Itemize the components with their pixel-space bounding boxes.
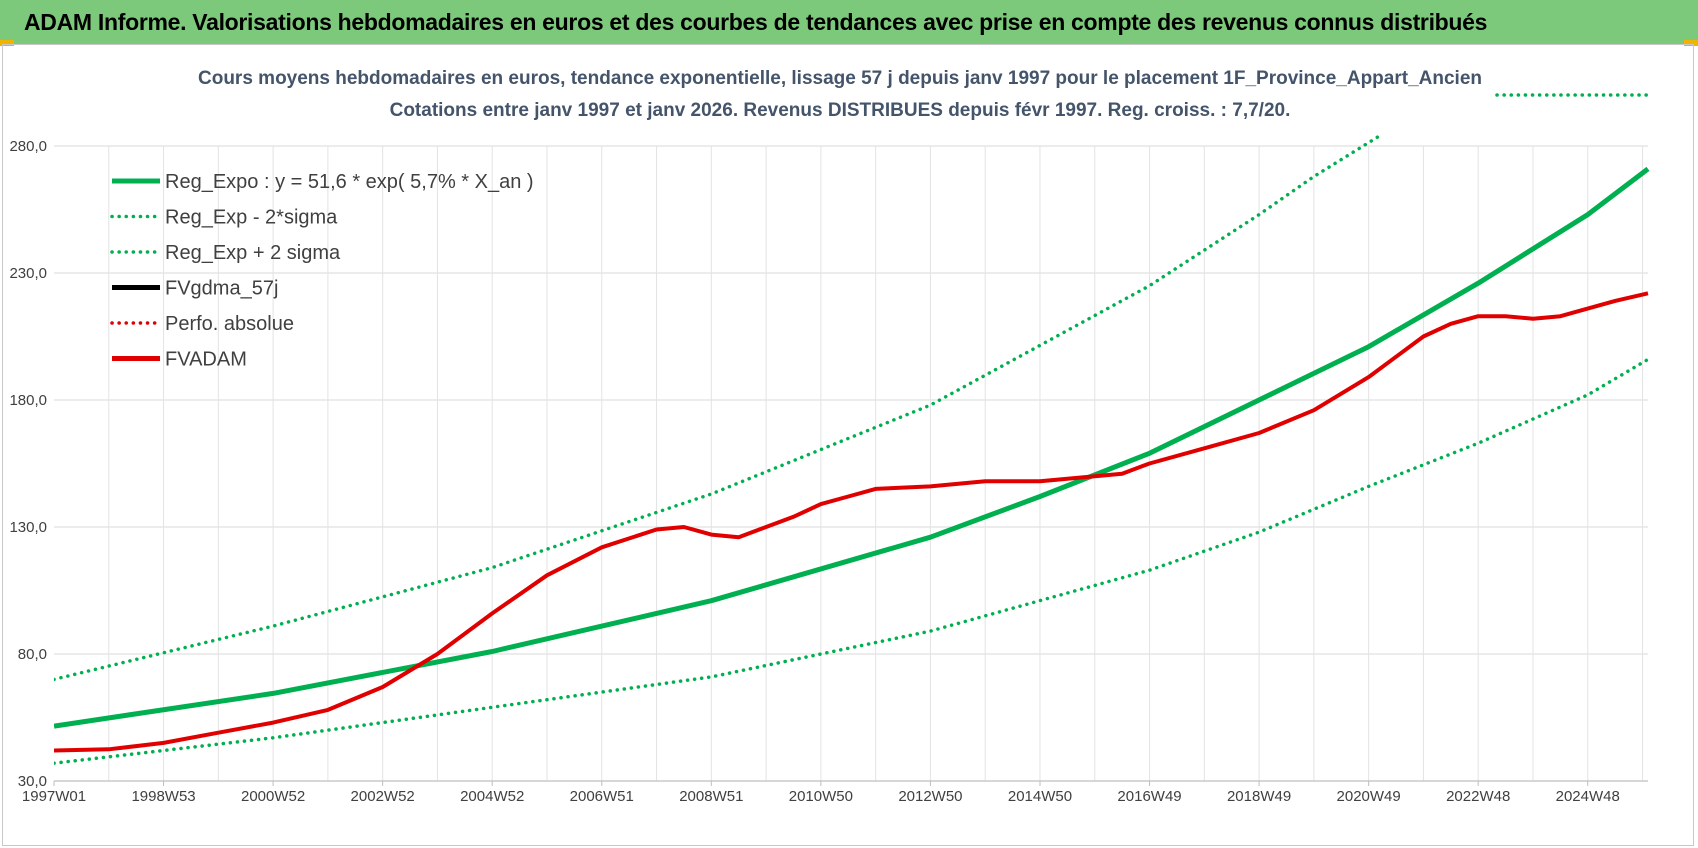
corner-marker-left [0,40,14,46]
chart-title: Cours moyens hebdomadaires en euros, ten… [198,68,1482,89]
x-tick-label: 2018W49 [1227,788,1291,805]
line-chart: Cours moyens hebdomadaires en euros, ten… [9,68,1650,805]
legend-label-3: FVgdma_57j [165,278,278,300]
chart-subtitle: Cotations entre janv 1997 et janv 2026. … [390,100,1291,121]
chart-frame [2,44,1694,846]
legend-label-2: Reg_Exp + 2 sigma [165,242,341,264]
legend-label-0: Reg_Expo : y = 51,6 * exp( 5,7% * X_an ) [165,171,534,193]
legend-label-5: FVADAM [165,349,247,371]
x-tick-label: 2020W49 [1337,788,1401,805]
series-line-5 [54,291,1649,753]
report-banner: ADAM Informe. Valorisations hebdomadaire… [0,0,1698,44]
series-line-1 [54,357,1650,765]
gridlines [54,145,1648,782]
x-tick-label: 2024W48 [1556,788,1620,805]
x-tick-label: 2014W50 [1008,788,1072,805]
x-tick-label: 2012W50 [898,788,962,805]
x-tick-label: 2000W52 [241,788,305,805]
x-tick-label: 2002W52 [351,788,415,805]
x-axis: 1997W01 1998W53 2000W52 2002W52 2004W52 2006W… [22,780,1648,805]
x-tick-label: 1997W01 [22,788,86,805]
corner-marker-right [1684,40,1698,46]
y-tick-label: 80,0 [18,646,47,663]
x-tick-label: 2008W51 [679,788,743,805]
y-tick-label: 230,0 [9,265,47,282]
x-tick-label: 2006W51 [570,788,634,805]
y-axis: 30,0 80,0 130,0 180,0 230,0 280,0 [9,138,47,790]
series-lines [54,134,1650,765]
y-tick-label: 180,0 [9,392,47,409]
legend: Reg_Expo : y = 51,6 * exp( 5,7% * X_an )… [110,93,1650,371]
x-tick-label: 2022W48 [1446,788,1510,805]
x-tick-label: 1998W53 [131,788,195,805]
report-title: ADAM Informe. Valorisations hebdomadaire… [24,8,1488,35]
y-tick-label: 280,0 [9,138,47,155]
x-tick-label: 2004W52 [460,788,524,805]
legend-label-4: Perfo. absolue [165,313,294,335]
y-tick-label: 130,0 [9,519,47,536]
x-tick-label: 2016W49 [1117,788,1181,805]
y-tick-label: 30,0 [18,773,47,790]
legend-label-1: Reg_Exp - 2*sigma [165,207,338,229]
x-tick-label: 2010W50 [789,788,853,805]
